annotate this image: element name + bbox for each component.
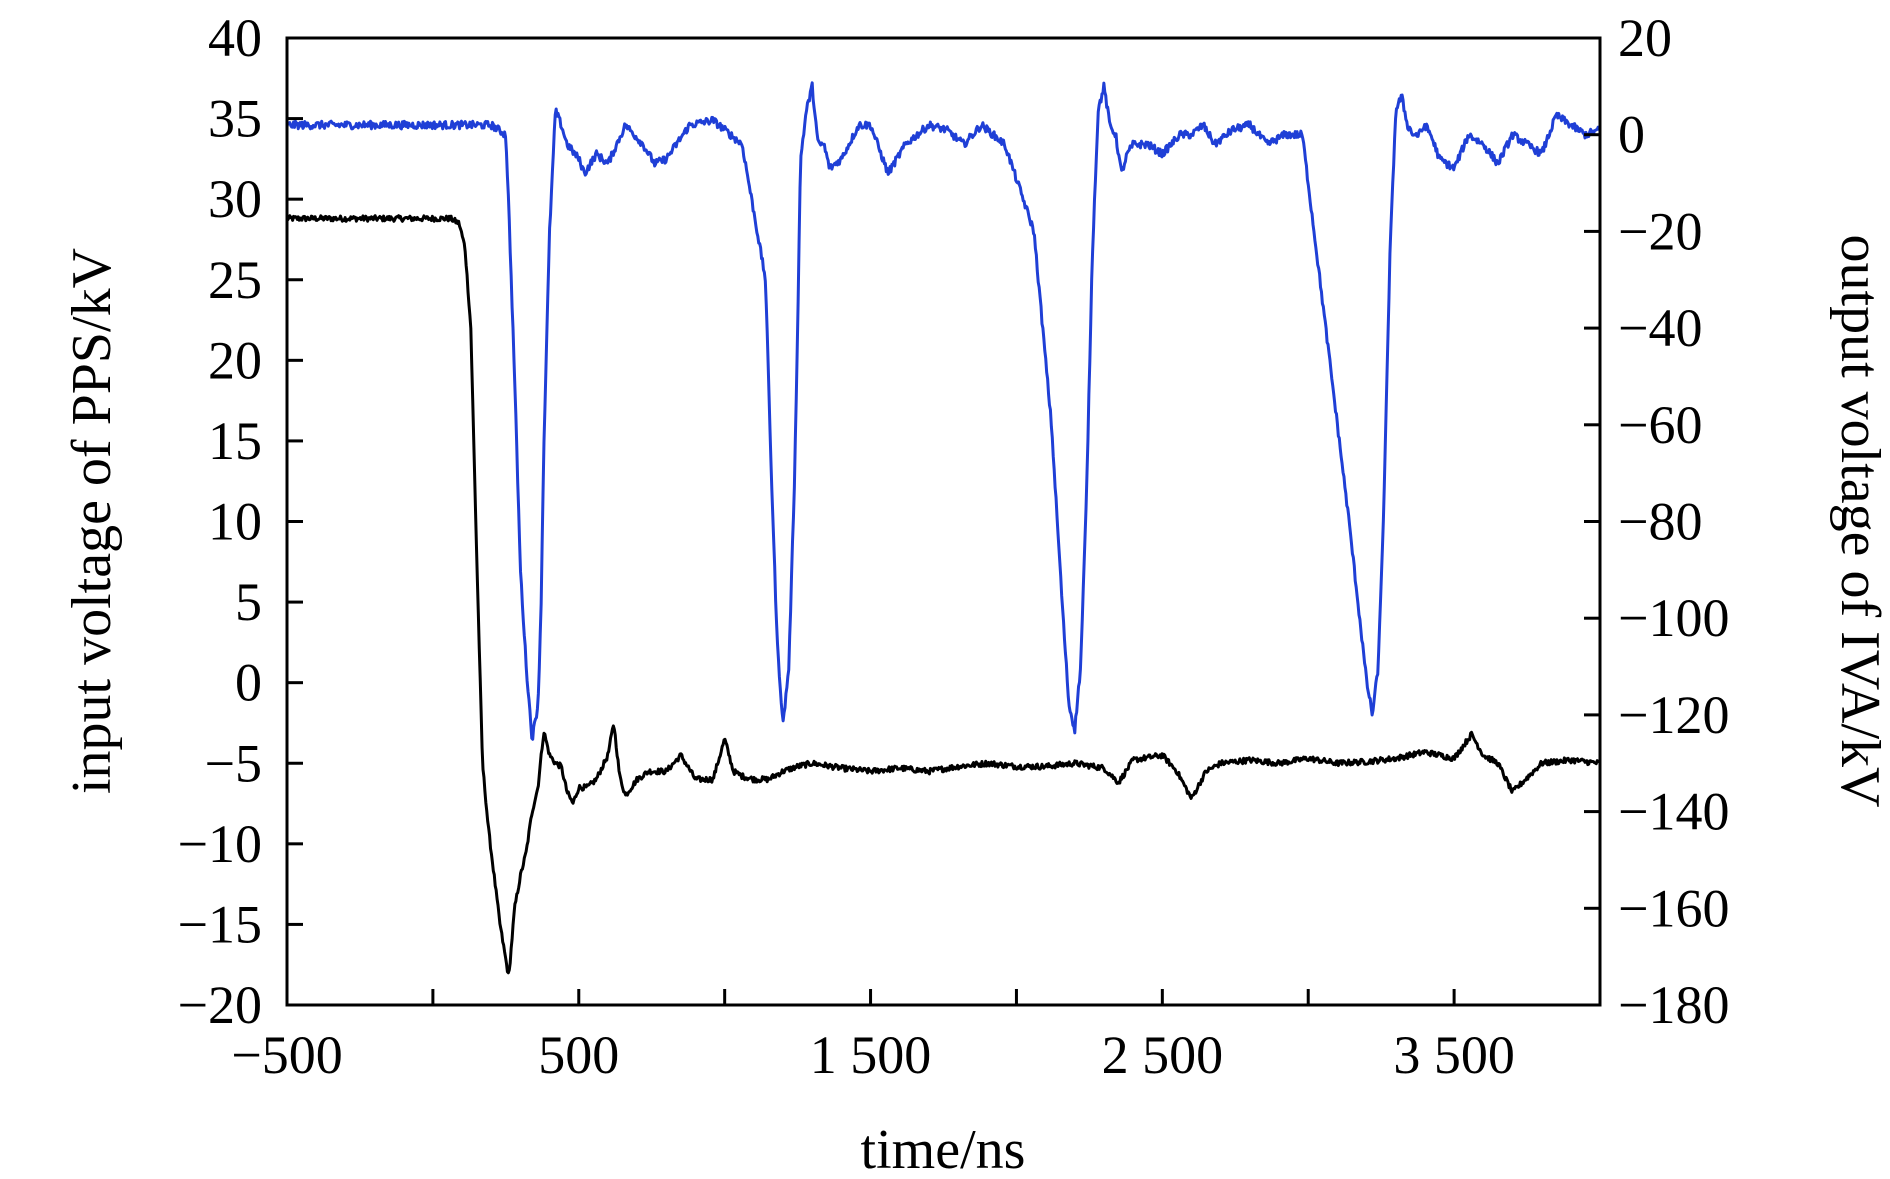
axis-ticks bbox=[285, 36, 1602, 1007]
x-tick-label: 2 500 bbox=[1102, 1025, 1224, 1085]
left-y-tick-label: −15 bbox=[178, 894, 262, 954]
left-y-tick-label: 25 bbox=[208, 250, 262, 310]
left-y-tick-label: 40 bbox=[208, 8, 262, 68]
plot-frame bbox=[285, 36, 1602, 1007]
x-tick-label: −500 bbox=[231, 1025, 342, 1085]
right-y-tick-label: 20 bbox=[1618, 8, 1672, 68]
tick-labels: −500 500 1 500 2 500 3 500 40 35 30 25 20 15 10 5 0 −5… bbox=[178, 8, 1730, 1085]
series-line-output-voltage bbox=[285, 81, 1601, 741]
right-y-tick-label: −40 bbox=[1618, 298, 1702, 358]
right-y-tick-label: −120 bbox=[1618, 685, 1729, 745]
right-y-tick-label: −180 bbox=[1618, 975, 1729, 1035]
series-line-input-voltage bbox=[285, 214, 1601, 975]
plot-area bbox=[285, 81, 1601, 975]
left-y-tick-label: 20 bbox=[208, 330, 262, 390]
right-y-tick-label: 0 bbox=[1618, 105, 1645, 165]
right-y-tick-label: −140 bbox=[1618, 782, 1729, 842]
x-tick-label: 500 bbox=[538, 1025, 619, 1085]
left-y-tick-label: 15 bbox=[208, 411, 262, 471]
left-y-tick-label: 30 bbox=[208, 169, 262, 229]
left-y-tick-label: 10 bbox=[208, 492, 262, 552]
right-y-tick-label: −80 bbox=[1618, 492, 1702, 552]
left-y-tick-label: 35 bbox=[208, 89, 262, 149]
right-y-tick-label: −20 bbox=[1618, 201, 1702, 261]
left-y-axis-title: input voltage of PPS/kV bbox=[61, 248, 123, 794]
right-y-tick-label: −160 bbox=[1618, 878, 1729, 938]
left-y-tick-label: 5 bbox=[235, 572, 262, 632]
right-y-axis-title: output voltage of IVA/kV bbox=[1829, 235, 1890, 808]
x-axis-title: time/ns bbox=[861, 1119, 1026, 1179]
left-y-tick-label: −5 bbox=[205, 733, 262, 793]
right-y-tick-label: −100 bbox=[1618, 588, 1729, 648]
left-y-tick-label: −10 bbox=[178, 814, 262, 874]
x-tick-label: 3 500 bbox=[1393, 1025, 1515, 1085]
right-y-tick-label: −60 bbox=[1618, 395, 1702, 455]
left-y-tick-label: 0 bbox=[235, 653, 262, 713]
left-y-tick-label: −20 bbox=[178, 975, 262, 1035]
x-tick-label: 1 500 bbox=[810, 1025, 932, 1085]
